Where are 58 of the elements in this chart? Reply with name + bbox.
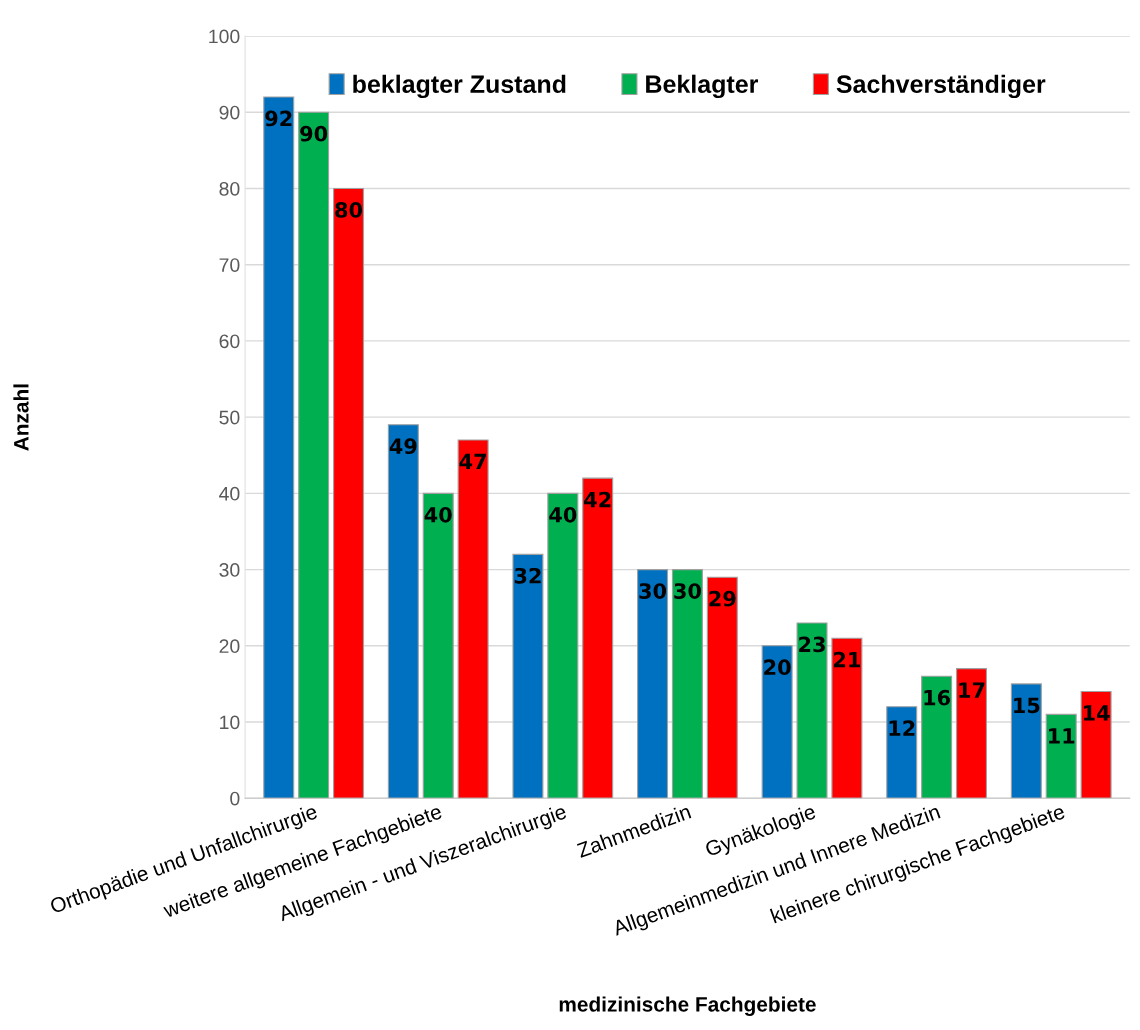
data-label: 29 [709,590,736,607]
legend-label: beklagter Zustand [353,74,566,99]
data-label: 15 [1014,697,1040,714]
y-axis-title: Anzahl [13,384,29,451]
data-label: 30 [674,583,701,599]
bar [263,96,295,799]
y-tick-label: 100 [209,29,240,44]
data-label: 11 [1049,728,1075,744]
y-tick-label: 90 [219,105,240,120]
bar [298,111,330,799]
bar [422,492,454,799]
bar [831,637,863,799]
data-label: 90 [300,125,328,142]
bar [955,668,988,799]
data-label: 12 [889,720,915,736]
x-axis-title: medizinische Fachgebiete [559,996,816,1016]
y-tick-label: 40 [219,486,240,501]
data-label: 42 [584,491,611,508]
bar [637,569,669,799]
y-tick-label: 80 [219,181,240,196]
bar [457,439,489,799]
data-label: 40 [424,506,452,523]
bar [706,576,738,799]
data-label: 92 [265,110,292,127]
bar [582,477,614,799]
bar [547,492,579,799]
bar [512,553,544,799]
data-label: 23 [799,636,825,653]
data-label: 16 [924,689,950,706]
data-label: 17 [959,682,985,698]
y-tick-label: 10 [220,715,240,730]
data-label: 30 [639,583,667,599]
legend-label: Beklagter [646,74,759,99]
data-label: 32 [514,567,541,584]
bar [1080,690,1112,799]
data-label: 21 [834,651,860,668]
bar [796,622,828,799]
bar [671,569,703,799]
bar [333,187,365,799]
bar [886,706,918,799]
y-tick-label: 50 [219,410,240,425]
y-tick-label: 0 [230,791,240,806]
bar [921,675,953,799]
y-tick-label: 20 [219,639,240,654]
bar [761,645,793,799]
data-label: 80 [335,202,363,218]
y-tick-label: 30 [219,563,240,577]
y-tick-label: 70 [219,258,240,272]
y-tick-label: 60 [219,334,240,349]
data-label: 14 [1083,705,1110,721]
legend-label: Sachverständiger [836,74,1046,99]
data-label: 47 [459,453,486,470]
bar [1010,683,1042,799]
data-label: 20 [764,659,791,676]
data-label: 40 [549,506,577,523]
bar [387,424,419,799]
bar [1045,713,1077,799]
data-label: 49 [389,438,417,455]
